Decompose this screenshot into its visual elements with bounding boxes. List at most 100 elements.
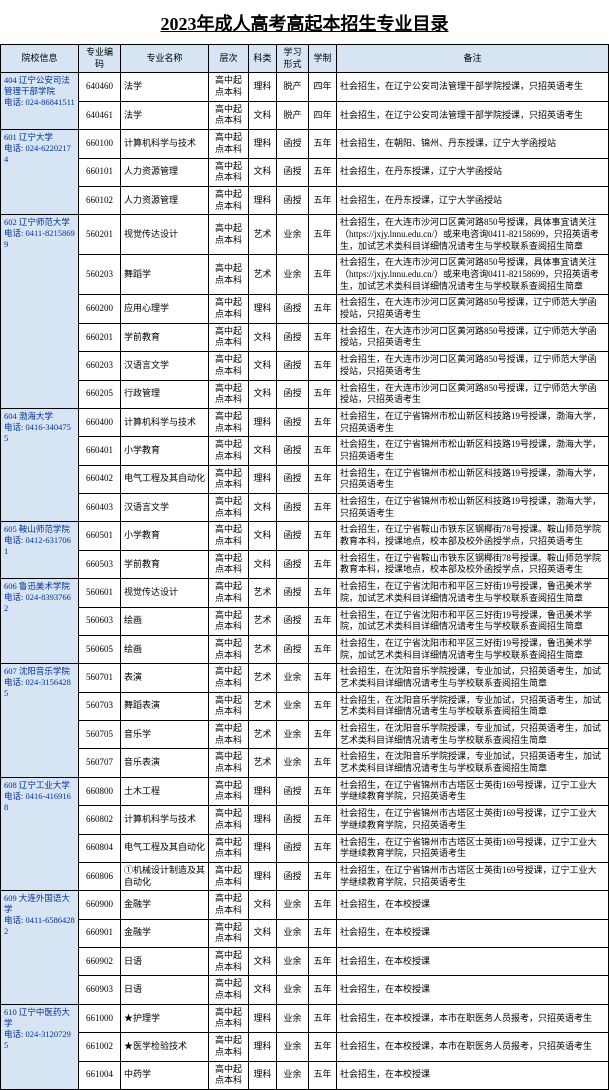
level-cell: 高中起点本科 [209,323,249,351]
form-cell: 业余 [277,749,309,777]
table-row: 660200应用心理学高中起点本科理科函授五年社会招生，在大连市沙河口区黄河路8… [1,295,609,323]
code-cell: 560707 [79,749,121,777]
level-cell: 高中起点本科 [209,1033,249,1061]
level-cell: 高中起点本科 [209,352,249,380]
table-row: 660902日语高中起点本科文科业余五年社会招生，在本校授课 [1,948,609,976]
form-cell: 业余 [277,948,309,976]
year-cell: 五年 [309,692,337,720]
name-cell: 小学教育 [121,522,209,550]
year-cell: 五年 [309,380,337,408]
table-row: 660903日语高中起点本科文科业余五年社会招生，在本校授课 [1,976,609,1004]
table-row: 661004中药学高中起点本科理科业余五年社会招生，在本校授课 [1,1061,609,1089]
school-cell: 404 辽宁公安司法管理干部学院 电话: 024-86841511 [1,73,79,130]
year-cell: 五年 [309,408,337,436]
name-cell: 学前教育 [121,550,209,578]
remark-cell: 社会招生，在大连市沙河口区黄河路850号授课，具体事宜请关注（https://j… [337,255,609,295]
cat-cell: 文科 [249,380,277,408]
table-row: 608 辽宁工业大学 电话: 0416-4169168660800土木工程高中起… [1,777,609,805]
cat-cell: 文科 [249,158,277,186]
form-cell: 业余 [277,1004,309,1032]
name-cell: 视觉传达设计 [121,579,209,607]
h-school: 院校信息 [1,45,79,73]
code-cell: 660201 [79,323,121,351]
school-cell: 605 鞍山师范学院 电话: 0412-6317061 [1,522,79,579]
year-cell: 五年 [309,522,337,550]
form-cell: 函授 [277,130,309,158]
cat-cell: 理科 [249,130,277,158]
h-form: 学习形式 [277,45,309,73]
header-row: 院校信息 专业编码 专业名称 层次 科类 学习形式 学制 备注 [1,45,609,73]
h-remark: 备注 [337,45,609,73]
code-cell: 560701 [79,664,121,692]
name-cell: 金融学 [121,891,209,919]
year-cell: 五年 [309,550,337,578]
table-row: 660503学前教育高中起点本科文科函授五年社会招生，在辽宁省鞍山市铁东区钢椰街… [1,550,609,578]
page-title: 2023年成人高考高起本招生专业目录 [0,0,609,44]
remark-cell: 社会招生，在本校授课，本市在职医务人员报考，只招英语考生 [337,1004,609,1032]
remark-cell: 社会招生，在辽宁省沈阳市和平区三好街19号授课，鲁迅美术学院，加试艺术类科目详细… [337,635,609,663]
level-cell: 高中起点本科 [209,919,249,947]
level-cell: 高中起点本科 [209,130,249,158]
cat-cell: 艺术 [249,721,277,749]
cat-cell: 文科 [249,919,277,947]
level-cell: 高中起点本科 [209,408,249,436]
year-cell: 五年 [309,607,337,635]
form-cell: 业余 [277,919,309,947]
name-cell: 应用心理学 [121,295,209,323]
cat-cell: 理科 [249,862,277,890]
code-cell: 661000 [79,1004,121,1032]
code-cell: 560603 [79,607,121,635]
table-row: 660402电气工程及其自动化高中起点本科理科函授五年社会招生，在辽宁省锦州市松… [1,465,609,493]
form-cell: 业余 [277,692,309,720]
table-row: 560705音乐学高中起点本科艺术业余五年社会招生，在沈阳音乐学院授课，专业加试… [1,721,609,749]
h-name: 专业名称 [121,45,209,73]
cat-cell: 理科 [249,806,277,834]
year-cell: 五年 [309,158,337,186]
name-cell: 金融学 [121,919,209,947]
year-cell: 五年 [309,919,337,947]
year-cell: 五年 [309,948,337,976]
remark-cell: 社会招生，在大连市沙河口区黄河路850号授课，辽宁师范大学函授站，只招英语考生 [337,352,609,380]
table-row: 560203舞蹈学高中起点本科艺术业余五年社会招生，在大连市沙河口区黄河路850… [1,255,609,295]
remark-cell: 社会招生，在朝阳、锦州、丹东授课，辽宁大学函授站 [337,130,609,158]
code-cell: 660402 [79,465,121,493]
name-cell: 绘画 [121,635,209,663]
level-cell: 高中起点本科 [209,522,249,550]
name-cell: 表演 [121,664,209,692]
year-cell: 五年 [309,579,337,607]
code-cell: 660501 [79,522,121,550]
cat-cell: 文科 [249,437,277,465]
code-cell: 660800 [79,777,121,805]
name-cell: 法学 [121,73,209,101]
remark-cell: 社会招生，在辽宁省沈阳市和平区三好街19号授课，鲁迅美术学院，加试艺术类科目详细… [337,607,609,635]
table-row: 601 辽宁大学 电话: 024-62202174660100计算机科学与技术高… [1,130,609,158]
table-row: 660102人力资源管理高中起点本科理科函授五年社会招生，在丹东授课，辽宁大学函… [1,186,609,214]
school-cell: 604 渤海大学 电话: 0416-3404755 [1,408,79,522]
year-cell: 五年 [309,255,337,295]
form-cell: 业余 [277,1033,309,1061]
level-cell: 高中起点本科 [209,380,249,408]
level-cell: 高中起点本科 [209,891,249,919]
year-cell: 五年 [309,323,337,351]
form-cell: 函授 [277,494,309,522]
level-cell: 高中起点本科 [209,834,249,862]
remark-cell: 社会招生，在沈阳音乐学院授课，专业加试，只招英语考生，加试艺术类科目详细情况请考… [337,664,609,692]
form-cell: 函授 [277,465,309,493]
remark-cell: 社会招生，在辽宁省锦州市松山新区科技路19号授课，渤海大学，只招英语考生 [337,437,609,465]
remark-cell: 社会招生，在沈阳音乐学院授课，专业加试，只招英语考生，加试艺术类科目详细情况请考… [337,692,609,720]
remark-cell: 社会招生，在本校授课 [337,1061,609,1089]
school-cell: 606 鲁迅美术学院 电话: 024-83937662 [1,579,79,664]
name-cell: ★医学检验技术 [121,1033,209,1061]
name-cell: 电气工程及其自动化 [121,834,209,862]
year-cell: 五年 [309,130,337,158]
year-cell: 五年 [309,749,337,777]
code-cell: 660100 [79,130,121,158]
cat-cell: 理科 [249,777,277,805]
year-cell: 五年 [309,777,337,805]
remark-cell: 社会招生，在辽宁公安司法管理干部学院授课，只招英语考生 [337,73,609,101]
school-cell: 601 辽宁大学 电话: 024-62202174 [1,130,79,215]
year-cell: 五年 [309,862,337,890]
code-cell: 661002 [79,1033,121,1061]
form-cell: 业余 [277,976,309,1004]
form-cell: 函授 [277,550,309,578]
